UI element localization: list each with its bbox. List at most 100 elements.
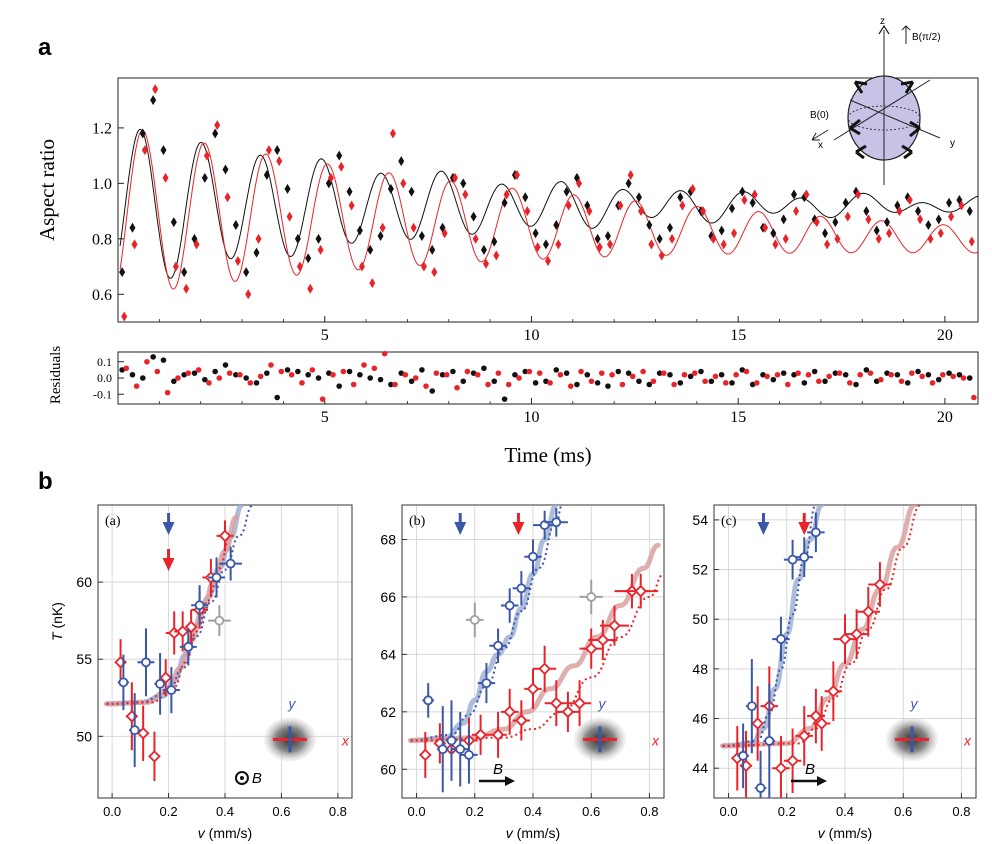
data-point-black bbox=[212, 128, 219, 139]
data-point-red bbox=[276, 156, 283, 167]
residual-point-red bbox=[878, 376, 884, 383]
spin-arrow-2 bbox=[900, 80, 915, 94]
residual-point-black bbox=[718, 371, 725, 378]
residual-point-black bbox=[460, 378, 467, 385]
residual-point-red bbox=[867, 370, 874, 376]
panel-tag: (a) bbox=[105, 514, 121, 529]
y-tick-label: 62 bbox=[380, 704, 396, 720]
data-point-black bbox=[408, 186, 415, 197]
data-point-black bbox=[873, 225, 880, 236]
residual-point-red bbox=[319, 396, 326, 402]
data-point-red bbox=[762, 222, 769, 233]
x-tick-label: 0.0 bbox=[408, 804, 426, 819]
data-point-black bbox=[305, 253, 312, 264]
data-point-red bbox=[844, 211, 851, 222]
data-point-red bbox=[348, 200, 355, 211]
residual-point-red bbox=[402, 371, 409, 378]
residual-point-black bbox=[708, 378, 715, 385]
residual-point-black bbox=[419, 367, 425, 373]
residual-point-black bbox=[481, 365, 487, 372]
data-point-black bbox=[315, 233, 322, 244]
fit-dotted-red bbox=[410, 572, 664, 742]
residual-point-red bbox=[536, 370, 543, 376]
data-point-blue bbox=[764, 735, 775, 746]
cloud-x-label: x bbox=[963, 732, 972, 748]
residual-point-red bbox=[764, 373, 770, 380]
data-point-red bbox=[809, 709, 823, 723]
data-point-red bbox=[865, 214, 872, 225]
res-xtick-label: 15 bbox=[730, 409, 746, 426]
residual-point-red bbox=[288, 371, 295, 378]
data-point-blue bbox=[755, 783, 766, 793]
residual-point-black bbox=[532, 380, 539, 386]
aspect-ratio-ylabel: Aspect ratio bbox=[35, 139, 59, 241]
data-point-red bbox=[503, 705, 516, 719]
residual-point-red bbox=[547, 380, 553, 386]
data-point-blue bbox=[183, 641, 194, 652]
data-point-red bbox=[451, 172, 458, 183]
residual-point-red bbox=[474, 371, 481, 378]
residual-point-red bbox=[795, 370, 801, 376]
residual-point-black bbox=[863, 367, 870, 373]
data-point-red bbox=[545, 256, 551, 266]
data-point-red bbox=[307, 283, 314, 294]
residual-point-red bbox=[216, 375, 223, 381]
residual-point-red bbox=[888, 371, 894, 378]
data-point-red bbox=[772, 239, 779, 250]
residual-point-red bbox=[702, 378, 708, 385]
data-point-black bbox=[387, 183, 394, 194]
data-point-black bbox=[429, 244, 436, 255]
residual-point-black bbox=[832, 370, 839, 376]
data-point-black bbox=[925, 219, 932, 230]
data-point-black bbox=[842, 197, 849, 208]
data-point-black bbox=[666, 222, 673, 233]
residual-point-red bbox=[909, 370, 915, 376]
x-tick-label: 0.4 bbox=[836, 804, 854, 819]
aspect-ratio-chart: 5 10 15 20 0.6 0.8 1.0 1.2 bbox=[92, 77, 979, 344]
residual-point-black bbox=[346, 368, 353, 375]
data-point-red bbox=[873, 578, 887, 591]
residual-point-red bbox=[919, 373, 925, 380]
data-point-red bbox=[420, 261, 427, 272]
v-xlabel: v (mm/s) bbox=[198, 825, 252, 841]
data-point-red bbox=[561, 705, 575, 719]
transition-arrow-head-red bbox=[512, 522, 525, 535]
data-point-red bbox=[648, 239, 655, 250]
residual-point-red bbox=[774, 371, 781, 378]
residual-point-red bbox=[681, 371, 688, 378]
v-xlabel: v (mm/s) bbox=[506, 825, 560, 841]
inset-b0-label: B(0) bbox=[810, 110, 829, 121]
data-point-red bbox=[741, 195, 748, 205]
data-point-red bbox=[838, 632, 852, 646]
b-field-out-icon bbox=[234, 771, 249, 785]
x-tick-label: 0.6 bbox=[272, 804, 290, 819]
residual-point-red bbox=[733, 371, 739, 378]
data-point-red bbox=[162, 172, 169, 183]
data-point-black bbox=[677, 192, 684, 203]
temperature-chart-b: 0.0 0.2 0.4 0.6 0.8 60 62 64 66 68 v (mm/s) (b) y x B bbox=[380, 504, 665, 841]
data-point-blue bbox=[528, 551, 538, 562]
data-point-black bbox=[625, 178, 632, 189]
data-point-red bbox=[148, 750, 161, 763]
residual-point-red bbox=[929, 380, 936, 386]
data-point-blue bbox=[211, 572, 222, 583]
v-xlabel-symbol: v bbox=[818, 825, 826, 841]
residual-point-red bbox=[619, 381, 626, 388]
residual-point-red bbox=[361, 362, 367, 368]
residual-point-black bbox=[656, 370, 663, 376]
bpi2-arrow bbox=[901, 25, 911, 44]
residual-point-black bbox=[408, 378, 415, 385]
residual-point-red bbox=[309, 367, 316, 373]
data-point-red bbox=[389, 128, 396, 139]
data-point-red bbox=[159, 671, 173, 684]
residual-point-red bbox=[785, 381, 791, 388]
residual-point-red bbox=[609, 371, 615, 378]
t-ylabel: T (nK) bbox=[49, 602, 65, 641]
y-tick-label: 50 bbox=[76, 728, 92, 744]
temperature-chart-c: 0.0 0.2 0.4 0.6 0.8 44 46 48 50 52 54 v (mm/s) (c) y x… bbox=[692, 504, 977, 841]
residual-point-red bbox=[578, 368, 584, 375]
data-point-red bbox=[862, 605, 875, 619]
residual-point-black bbox=[191, 370, 198, 376]
residual-point-red bbox=[443, 371, 450, 378]
